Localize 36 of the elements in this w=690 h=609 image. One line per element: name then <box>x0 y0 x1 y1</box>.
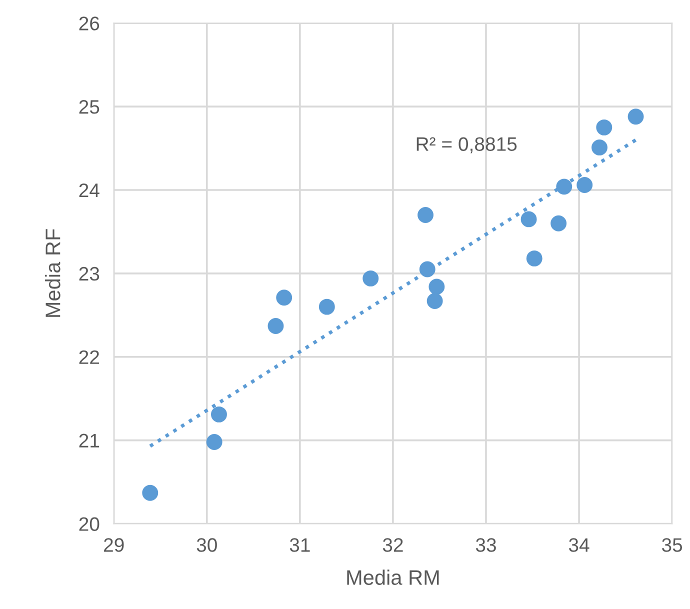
y-axis-title: Media RF <box>45 229 60 317</box>
point <box>628 108 644 125</box>
point <box>418 207 434 224</box>
point <box>550 215 567 232</box>
y-tick-label: 25 <box>79 100 100 114</box>
point <box>576 177 593 193</box>
point <box>428 278 445 295</box>
y-tick-label: 24 <box>79 183 100 198</box>
point <box>276 290 292 306</box>
x-tick-label: 33 <box>476 538 496 552</box>
point <box>596 119 612 136</box>
y-tick-label: 21 <box>79 434 100 448</box>
y-tick-label: 23 <box>79 266 100 281</box>
point <box>211 406 227 422</box>
point <box>592 139 608 156</box>
point <box>526 250 542 266</box>
x-tick-label: 34 <box>568 538 590 552</box>
point <box>268 318 284 334</box>
point <box>318 298 335 315</box>
point <box>556 178 572 195</box>
x-tick-label: 29 <box>104 538 124 552</box>
annotation: R² = 0,8815 <box>416 137 517 154</box>
x-axis-title: Media RM <box>347 570 439 585</box>
x-tick-label: 31 <box>290 538 310 552</box>
y-tick-label: 26 <box>79 16 100 30</box>
y-tick-label: 20 <box>79 517 100 531</box>
point <box>520 211 537 228</box>
point <box>362 270 379 286</box>
y-tick-label: 22 <box>79 350 99 364</box>
x-tick-label: 30 <box>196 538 217 552</box>
point <box>419 261 436 278</box>
point <box>142 484 158 501</box>
point <box>206 434 222 450</box>
point <box>426 292 443 309</box>
x-tick-label: 35 <box>662 538 682 552</box>
x-tick-label: 32 <box>382 538 403 552</box>
